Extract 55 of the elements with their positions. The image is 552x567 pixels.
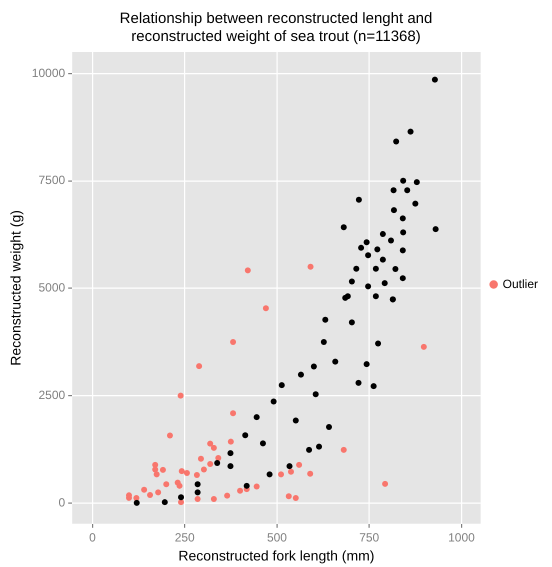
point (194, 496, 201, 502)
legend-label: Outlier (502, 276, 538, 291)
x-tick-label: 0 (89, 530, 96, 544)
point (210, 444, 217, 451)
point (160, 466, 166, 473)
chart-title: Relationship between reconstructed lenght and reconstructed weight of sea trout (n=11368) (120, 10, 432, 46)
point (198, 456, 204, 462)
point (296, 462, 302, 468)
point (141, 486, 148, 493)
point (207, 460, 214, 467)
point (152, 466, 158, 473)
point (176, 482, 183, 489)
point (155, 489, 162, 496)
point (278, 471, 284, 478)
point (307, 470, 314, 477)
point (207, 440, 214, 447)
point (228, 438, 234, 445)
point (133, 494, 140, 501)
point (154, 471, 160, 478)
point (178, 392, 184, 399)
point (166, 432, 173, 438)
point (184, 470, 190, 476)
point (224, 492, 230, 499)
point (244, 267, 251, 274)
x-tick-label: 250 (174, 530, 196, 544)
y-tick-label: 7500 (38, 173, 66, 188)
point (163, 481, 170, 488)
point (194, 472, 200, 478)
point (382, 480, 388, 487)
point (262, 305, 269, 312)
point (230, 410, 236, 416)
y-tick-label: 5000 (38, 280, 66, 295)
point (230, 339, 236, 345)
y-axis-title: Reconstructed weight (g) (7, 210, 24, 366)
point (178, 499, 184, 506)
y-tick-label: 0 (58, 495, 66, 510)
x-axis-title: Reconstructed fork length (mm) (178, 547, 374, 564)
point (254, 484, 260, 490)
point (288, 468, 294, 475)
point (292, 494, 299, 501)
point (286, 493, 292, 500)
y-tick-label: 10000 (32, 66, 66, 80)
point (200, 466, 207, 473)
point (178, 468, 185, 474)
point (340, 446, 347, 453)
y-tick-label: 2500 (38, 388, 66, 402)
point (147, 492, 154, 498)
point (237, 488, 244, 494)
point (210, 496, 217, 502)
point (196, 363, 202, 370)
point (420, 344, 427, 350)
point (308, 264, 314, 270)
x-tick-label: 750 (359, 530, 380, 544)
x-tick-label: 1000 (448, 530, 476, 544)
x-tick-label: 500 (266, 530, 288, 544)
